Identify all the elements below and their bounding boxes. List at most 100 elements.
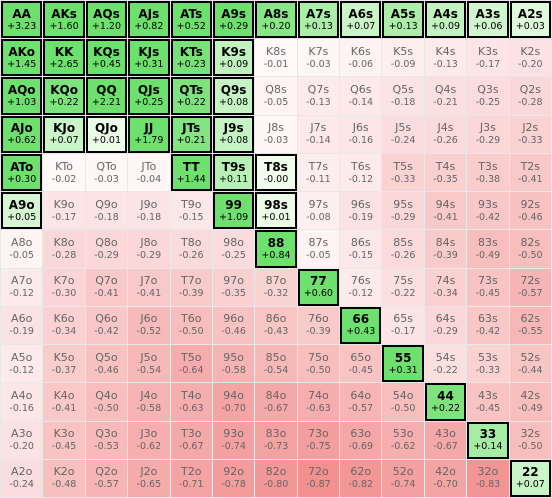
hand-cell[interactable]: 96s -0.19 — [340, 192, 382, 230]
hand-cell[interactable]: K3s -0.17 — [467, 39, 509, 77]
hand-cell[interactable]: 83o -0.73 — [255, 421, 297, 459]
hand-cell[interactable]: 82s -0.50 — [509, 230, 551, 268]
hand-cell[interactable]: T4o -0.63 — [170, 383, 212, 421]
hand-cell[interactable]: K4o -0.41 — [43, 383, 85, 421]
hand-cell[interactable]: A4s +0.09 — [424, 1, 467, 39]
hand-cell[interactable]: 76o -0.39 — [297, 306, 340, 345]
hand-cell[interactable]: 97o -0.35 — [212, 268, 255, 306]
hand-cell[interactable]: AQo +1.03 — [1, 77, 43, 115]
hand-cell[interactable]: ATo +0.30 — [1, 153, 43, 192]
hand-cell[interactable]: 83s -0.49 — [467, 230, 509, 268]
hand-cell[interactable]: K8o -0.28 — [43, 230, 85, 268]
hand-cell[interactable]: AA +3.23 — [1, 1, 43, 39]
hand-cell[interactable]: K5o -0.37 — [43, 345, 85, 383]
hand-cell[interactable]: J4o -0.58 — [128, 383, 170, 421]
hand-cell[interactable]: T2s -0.41 — [509, 153, 551, 192]
hand-cell[interactable]: 73o -0.75 — [297, 421, 340, 459]
hand-cell[interactable]: ATs +0.52 — [170, 1, 212, 39]
hand-cell[interactable]: K7o -0.30 — [43, 268, 85, 306]
hand-cell[interactable]: AQs +1.20 — [85, 1, 128, 39]
hand-cell[interactable]: KQs +0.45 — [85, 39, 128, 77]
hand-cell[interactable]: 44 +0.22 — [424, 383, 467, 421]
hand-cell[interactable]: 74o -0.63 — [297, 383, 340, 421]
hand-cell[interactable]: Q2s -0.28 — [509, 77, 551, 115]
hand-cell[interactable]: AJs +0.82 — [128, 1, 170, 39]
hand-cell[interactable]: 72s -0.57 — [509, 268, 551, 306]
hand-cell[interactable]: 92s -0.46 — [509, 192, 551, 230]
hand-cell[interactable]: KJs +0.31 — [128, 39, 170, 77]
hand-cell[interactable]: K2o -0.48 — [43, 459, 85, 497]
hand-cell[interactable]: Q4s -0.21 — [424, 77, 467, 115]
hand-cell[interactable]: AKo +1.45 — [1, 39, 43, 77]
hand-cell[interactable]: QQ +2.21 — [85, 77, 128, 115]
hand-cell[interactable]: T7o -0.39 — [170, 268, 212, 306]
hand-cell[interactable]: AKs +1.60 — [43, 1, 85, 39]
hand-cell[interactable]: T6s -0.12 — [340, 153, 382, 192]
hand-cell[interactable]: A5s +0.13 — [382, 1, 424, 39]
hand-cell[interactable]: TT +1.44 — [170, 153, 212, 192]
hand-cell[interactable]: 98o -0.25 — [212, 230, 255, 268]
hand-cell[interactable]: A3s +0.06 — [467, 1, 509, 39]
hand-cell[interactable]: J6s -0.16 — [340, 115, 382, 153]
hand-cell[interactable]: A8s +0.20 — [255, 1, 297, 39]
hand-cell[interactable]: 54o -0.50 — [382, 383, 424, 421]
hand-cell[interactable]: J7o -0.41 — [128, 268, 170, 306]
hand-cell[interactable]: 97s -0.08 — [297, 192, 340, 230]
hand-cell[interactable]: 86o -0.43 — [255, 306, 297, 345]
hand-cell[interactable]: Q2o -0.57 — [85, 459, 128, 497]
hand-cell[interactable]: T3s -0.38 — [467, 153, 509, 192]
hand-cell[interactable]: 74s -0.34 — [424, 268, 467, 306]
hand-cell[interactable]: Q7s -0.13 — [297, 77, 340, 115]
hand-cell[interactable]: QJo +0.01 — [85, 115, 128, 153]
hand-cell[interactable]: 52o -0.74 — [382, 459, 424, 497]
hand-cell[interactable]: 33 +0.14 — [467, 421, 509, 459]
hand-cell[interactable]: 43s -0.45 — [467, 383, 509, 421]
hand-cell[interactable]: K4s -0.13 — [424, 39, 467, 77]
hand-cell[interactable]: K6s -0.06 — [340, 39, 382, 77]
hand-cell[interactable]: 22 +0.07 — [509, 459, 551, 497]
hand-cell[interactable]: JTo -0.04 — [128, 153, 170, 192]
hand-cell[interactable]: 32s -0.50 — [509, 421, 551, 459]
hand-cell[interactable]: T9o -0.15 — [170, 192, 212, 230]
hand-cell[interactable]: 52s -0.44 — [509, 345, 551, 383]
hand-cell[interactable]: 53s -0.33 — [467, 345, 509, 383]
hand-cell[interactable]: J3s -0.29 — [467, 115, 509, 153]
hand-cell[interactable]: 95s -0.29 — [382, 192, 424, 230]
hand-cell[interactable]: 99 +1.09 — [212, 192, 255, 230]
hand-cell[interactable]: 63s -0.42 — [467, 306, 509, 345]
hand-cell[interactable]: 66 +0.43 — [340, 306, 382, 345]
hand-cell[interactable]: 73s -0.45 — [467, 268, 509, 306]
hand-cell[interactable]: Q8s -0.05 — [255, 77, 297, 115]
hand-cell[interactable]: JTs +0.21 — [170, 115, 212, 153]
hand-cell[interactable]: 32o -0.83 — [467, 459, 509, 497]
hand-cell[interactable]: Q5s -0.18 — [382, 77, 424, 115]
hand-cell[interactable]: QTs +0.22 — [170, 77, 212, 115]
hand-cell[interactable]: T5s -0.33 — [382, 153, 424, 192]
hand-cell[interactable]: 75s -0.22 — [382, 268, 424, 306]
hand-cell[interactable]: J5s -0.24 — [382, 115, 424, 153]
hand-cell[interactable]: J9s +0.08 — [212, 115, 255, 153]
hand-cell[interactable]: T9s +0.11 — [212, 153, 255, 192]
hand-cell[interactable]: 65o -0.45 — [340, 345, 382, 383]
hand-cell[interactable]: 82o -0.80 — [255, 459, 297, 497]
hand-cell[interactable]: A8o -0.05 — [1, 230, 43, 268]
hand-cell[interactable]: J9o -0.18 — [128, 192, 170, 230]
hand-cell[interactable]: KQo +0.22 — [43, 77, 85, 115]
hand-cell[interactable]: QTo -0.03 — [85, 153, 128, 192]
hand-cell[interactable]: 88 +0.84 — [255, 230, 297, 268]
hand-cell[interactable]: J2s -0.33 — [509, 115, 551, 153]
hand-cell[interactable]: T2o -0.71 — [170, 459, 212, 497]
hand-cell[interactable]: 64o -0.57 — [340, 383, 382, 421]
hand-cell[interactable]: J7s -0.14 — [297, 115, 340, 153]
hand-cell[interactable]: Q7o -0.41 — [85, 268, 128, 306]
hand-cell[interactable]: KJo +0.07 — [43, 115, 85, 153]
hand-cell[interactable]: T4s -0.35 — [424, 153, 467, 192]
hand-cell[interactable]: A4o -0.16 — [1, 383, 43, 421]
hand-cell[interactable]: J8o -0.29 — [128, 230, 170, 268]
hand-cell[interactable]: K2s -0.20 — [509, 39, 551, 77]
hand-cell[interactable]: 55 +0.31 — [382, 345, 424, 383]
hand-cell[interactable]: 85s -0.26 — [382, 230, 424, 268]
hand-cell[interactable]: T5o -0.64 — [170, 345, 212, 383]
hand-cell[interactable]: J4s -0.26 — [424, 115, 467, 153]
hand-cell[interactable]: KTo -0.02 — [43, 153, 85, 192]
